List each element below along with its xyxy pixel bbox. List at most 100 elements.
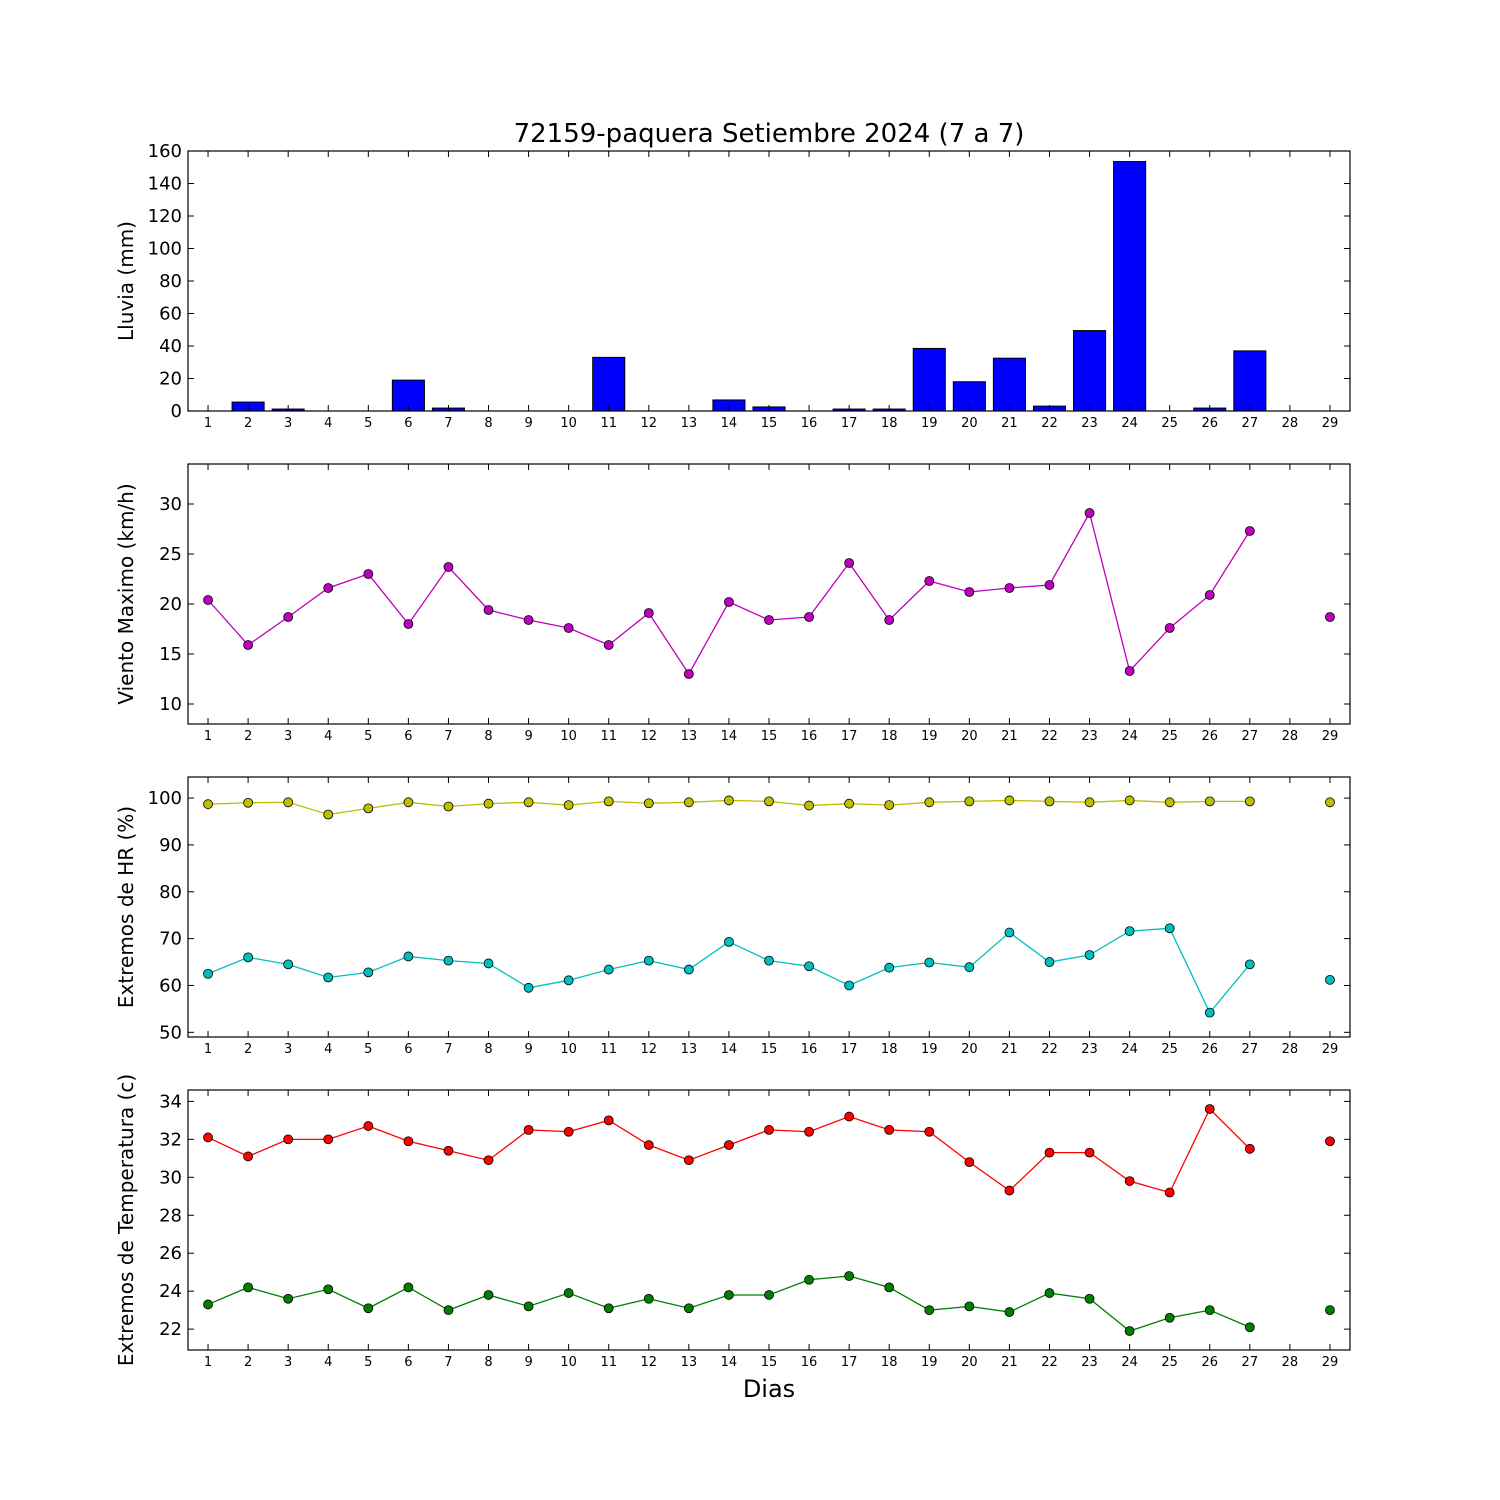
wind-series-1-point-day-5 [363, 569, 374, 579]
temperature-xtick-label: 27 [1242, 1355, 1259, 1370]
temperature-xtick-label: 21 [1001, 1355, 1018, 1370]
wind-xtick-label: 19 [921, 729, 938, 744]
humidity-series-1-point-day-5 [363, 803, 374, 814]
wind-xtick-label: 17 [841, 729, 858, 744]
temperature-series-2-point-day-10 [563, 1288, 574, 1298]
temperature-series-1-point-day-4 [323, 1134, 334, 1145]
wind-xtick-label: 20 [961, 729, 978, 744]
wind-series-1-point-day-23 [1084, 508, 1095, 518]
temperature-ytick-label: 26 [159, 1243, 182, 1264]
temperature-xtick-label: 2 [244, 1355, 252, 1370]
temperature-series-1-point-day-1 [203, 1132, 213, 1143]
humidity-series-2-point-day-14 [724, 937, 734, 947]
humidity-series-1-point-day-15 [764, 796, 774, 807]
temperature-series-2-point-day-18 [884, 1282, 895, 1293]
rain-ytick-label: 60 [159, 304, 182, 325]
temperature-xtick-label: 8 [484, 1355, 492, 1370]
humidity-series-1-point-day-3 [283, 797, 294, 808]
wind-series-1-point-day-21 [1004, 583, 1015, 593]
humidity-series-2-point-day-2 [243, 952, 254, 963]
humidity-series-1-point-day-10 [563, 800, 574, 811]
temperature-series-2-point-day-1 [203, 1299, 213, 1310]
temperature-series-1-point-day-27 [1244, 1143, 1255, 1154]
rain-xtick-label: 3 [284, 416, 292, 431]
wind-series-1-point-day-15 [764, 615, 774, 625]
humidity-series-1-point-day-11 [603, 796, 614, 807]
temperature-series-2-point-day-21 [1004, 1307, 1015, 1317]
wind-series-1-point-day-9 [523, 615, 534, 625]
humidity-series-2-point-day-4 [323, 972, 334, 983]
temperature-xtick-label: 12 [641, 1355, 658, 1370]
humidity-series-2-point-day-12 [643, 955, 654, 966]
temperature-series-1-point-day-23 [1084, 1147, 1095, 1158]
humidity-series-1-point-day-16 [804, 800, 814, 811]
temperature-series-1-point-day-16 [804, 1126, 814, 1137]
wind-series-1-point-day-14 [724, 597, 734, 607]
humidity-series-2-point-day-29 [1325, 974, 1335, 985]
rain-xtick-label: 24 [1121, 416, 1138, 431]
wind-series-1-point-day-20 [964, 587, 975, 597]
humidity-xtick-label: 21 [1001, 1042, 1018, 1057]
temperature-xtick-label: 10 [560, 1355, 577, 1370]
temperature-series-1-point-day-2 [243, 1151, 254, 1162]
wind-xtick-label: 27 [1242, 729, 1259, 744]
humidity-series-2-point-day-6 [403, 951, 414, 962]
temperature-series-1-point-day-24 [1124, 1176, 1135, 1186]
temperature-series-1-point-day-10 [563, 1126, 574, 1137]
temperature-series-2-point-day-23 [1084, 1293, 1095, 1304]
temperature-series-1-point-day-6 [403, 1136, 414, 1147]
wind-xtick-label: 13 [681, 729, 698, 744]
temperature-xtick-label: 24 [1121, 1355, 1138, 1370]
temperature-xtick-label: 26 [1201, 1355, 1218, 1370]
wind-series-1-point-day-29 [1325, 612, 1335, 622]
wind-xtick-label: 22 [1041, 729, 1058, 744]
temperature-series-2-point-day-4 [323, 1284, 334, 1295]
humidity-series-1-point-day-13 [683, 797, 694, 808]
rain-xtick-label: 29 [1322, 416, 1339, 431]
humidity-xtick-label: 28 [1282, 1042, 1299, 1057]
humidity-xtick-label: 8 [484, 1042, 492, 1057]
temperature-xtick-label: 16 [801, 1355, 818, 1370]
temperature-xtick-label: 29 [1322, 1355, 1339, 1370]
temperature-series-2-point-day-13 [683, 1303, 694, 1314]
humidity-series-1-point-day-7 [443, 801, 454, 812]
wind-xtick-label: 7 [444, 729, 452, 744]
temperature-xtick-label: 3 [284, 1355, 292, 1370]
temperature-ytick-label: 34 [159, 1091, 182, 1112]
temperature-series-2-point-day-14 [724, 1290, 734, 1300]
temperature-series-1-point-day-7 [443, 1145, 454, 1156]
rain-ytick-label: 0 [171, 401, 182, 422]
temperature-series-2-point-day-25 [1164, 1312, 1175, 1323]
wind-xtick-label: 10 [560, 729, 577, 744]
rain-ytick-label: 80 [159, 271, 182, 292]
temperature-series-1-point-day-15 [764, 1124, 774, 1135]
rain-xtick-label: 26 [1201, 416, 1218, 431]
wind-series-1-point-day-2 [243, 640, 254, 650]
temperature-series-2-point-day-6 [403, 1282, 414, 1293]
temperature-series-2-point-day-9 [523, 1301, 534, 1312]
wind-xtick-label: 3 [284, 729, 292, 744]
temperature-xtick-label: 5 [364, 1355, 372, 1370]
rain-bar-day-27 [1233, 350, 1267, 412]
temperature-series-2-point-day-15 [764, 1290, 774, 1300]
wind-xtick-label: 2 [244, 729, 252, 744]
temperature-series-1-point-day-19 [924, 1126, 935, 1137]
humidity-series-2-point-day-19 [924, 957, 935, 968]
temperature-series-2-point-day-3 [283, 1293, 294, 1304]
humidity-xtick-label: 22 [1041, 1042, 1058, 1057]
humidity-series-2-point-day-25 [1164, 923, 1175, 934]
humidity-xtick-label: 26 [1201, 1042, 1218, 1057]
wind-ytick-label: 20 [159, 594, 182, 615]
humidity-xtick-label: 27 [1242, 1042, 1259, 1057]
temperature-series-1-point-day-13 [683, 1155, 694, 1166]
temperature-series-1-point-day-21 [1004, 1185, 1015, 1196]
figure-title: 72159-paquera Setiembre 2024 (7 a 7) [514, 119, 1025, 149]
wind-series-1-point-day-4 [323, 583, 334, 593]
rain-y-axis-label: Lluvia (mm) [114, 221, 138, 341]
temperature-xtick-label: 19 [921, 1355, 938, 1370]
temperature-series-1-point-day-3 [283, 1134, 294, 1145]
rain-xtick-label: 23 [1081, 416, 1098, 431]
